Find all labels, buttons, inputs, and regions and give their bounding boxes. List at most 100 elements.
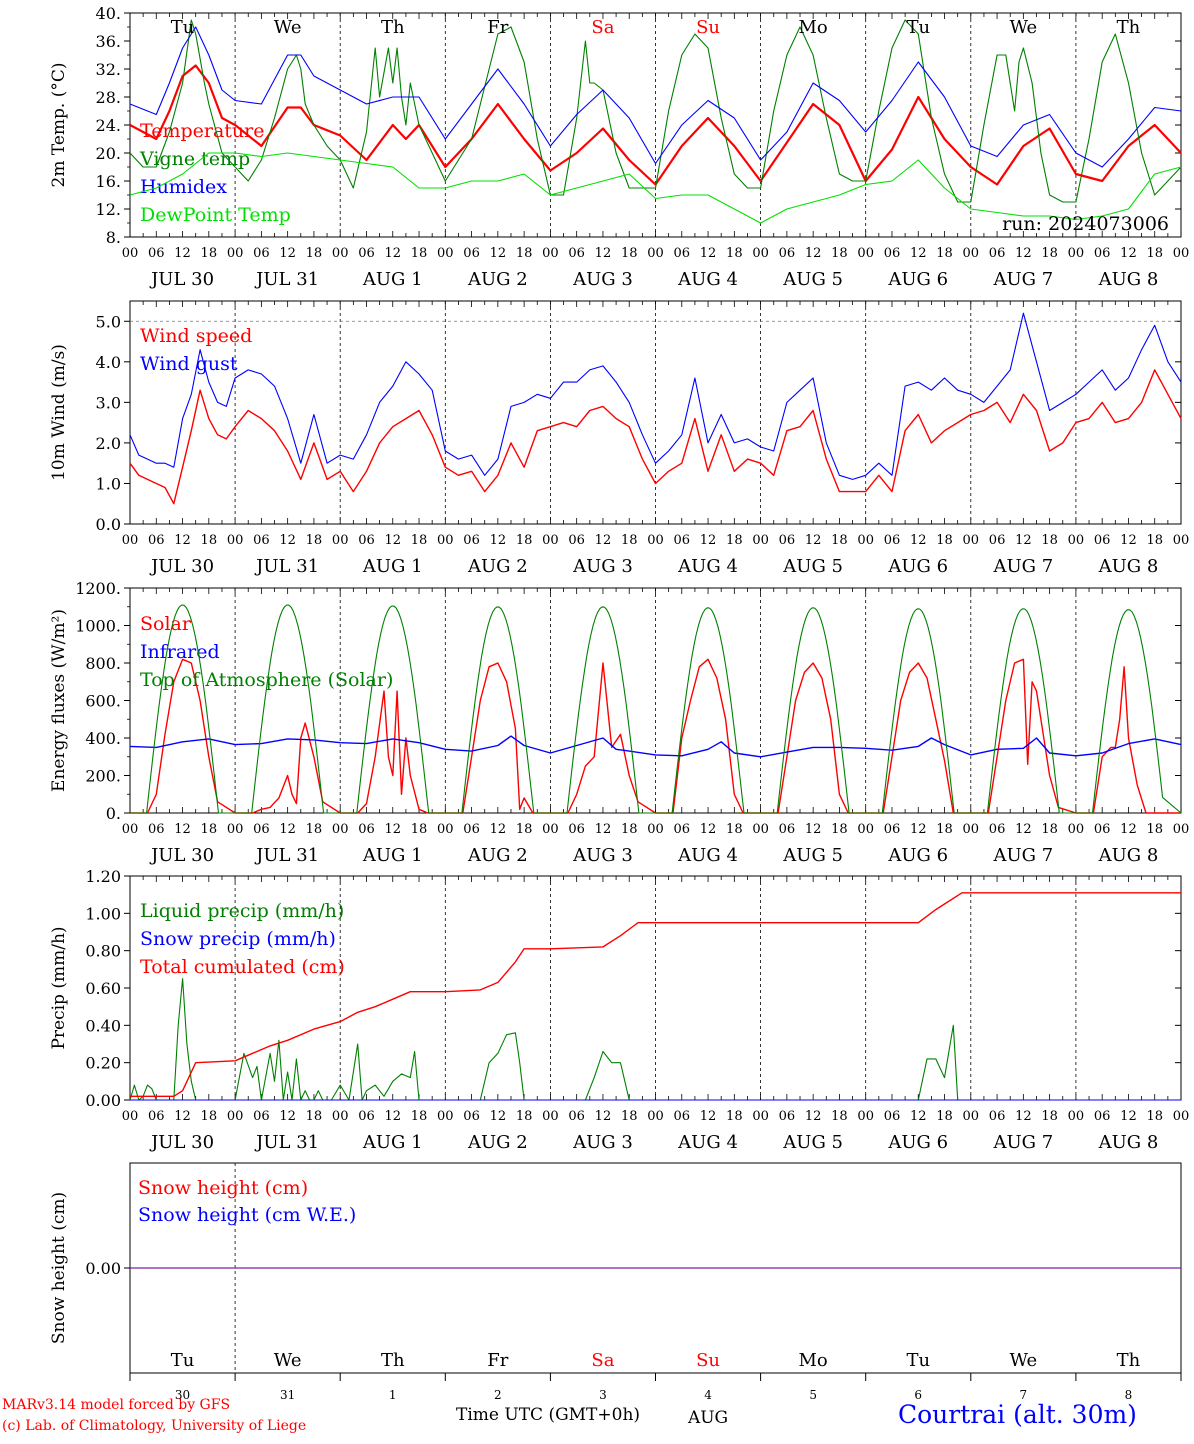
date-label: AUG 7 [992,556,1053,577]
hour-tick-label: 06 [779,1109,796,1124]
hour-tick-label: 00 [1173,533,1190,548]
hour-tick-label: 18 [306,246,323,261]
legend-entry: Humidex [140,176,227,198]
hour-tick-label: 06 [989,822,1006,837]
hour-tick-label: 00 [227,822,244,837]
y-tick-label: 1.0 [96,474,121,493]
hour-tick-label: 06 [253,822,270,837]
hour-tick-label: 00 [647,1109,664,1124]
hour-tick-label: 00 [437,246,454,261]
day-number: 6 [914,1388,922,1402]
hour-tick-label: 18 [1146,1109,1163,1124]
y-tick-label: 0.00 [85,1259,121,1278]
hour-tick-label: 12 [1120,246,1137,261]
hour-tick-label: 12 [384,822,401,837]
hour-tick-label: 18 [201,246,218,261]
hour-tick-label: 18 [411,822,428,837]
hour-tick-label: 18 [516,1109,533,1124]
hour-tick-label: 12 [700,246,717,261]
hour-tick-label: 12 [805,533,822,548]
hour-tick-label: 12 [805,246,822,261]
date-label: AUG 1 [362,556,423,577]
hour-tick-label: 06 [253,1109,270,1124]
hour-tick-label: 12 [805,822,822,837]
hour-tick-label: 12 [910,822,927,837]
legend-entry: DewPoint Temp [140,204,291,226]
date-label: AUG 1 [362,1132,423,1153]
hour-tick-label: 06 [674,533,691,548]
hour-tick-label: 18 [516,533,533,548]
date-label: AUG 6 [887,556,948,577]
hour-tick-label: 18 [411,1109,428,1124]
hour-tick-label: 00 [857,246,874,261]
y-tick-label: 0.40 [85,1016,121,1035]
panel-frame [129,587,1182,814]
legend-entry: Snow precip (mm/h) [140,928,336,950]
weekday-label: Fr [487,1350,508,1371]
hour-tick-label: 00 [437,533,454,548]
legend-entry: Wind speed [140,325,252,347]
hour-tick-label: 18 [621,533,638,548]
hour-tick-label: 12 [910,533,927,548]
hour-tick-label: 06 [568,1109,585,1124]
legend-entry: Wind gust [140,353,238,375]
hour-tick-label: 12 [595,246,612,261]
hour-tick-label: 12 [384,246,401,261]
legend-entry: Infrared [140,641,220,663]
hour-tick-label: 18 [411,533,428,548]
hour-tick-label: 12 [595,533,612,548]
hour-tick-label: 18 [726,533,743,548]
hour-tick-label: 18 [831,246,848,261]
series-line [129,312,1182,480]
date-label: AUG 6 [887,1132,948,1153]
hour-tick-label: 18 [201,822,218,837]
hour-tick-label: 18 [1146,533,1163,548]
hour-tick-label: 06 [148,1109,165,1124]
y-axis-label: 2m Temp. (°C) [49,62,69,187]
hour-tick-label: 00 [857,533,874,548]
hour-tick-label: 00 [1173,822,1190,837]
hour-tick-label: 00 [647,246,664,261]
hour-tick-label: 00 [752,822,769,837]
date-label: AUG 2 [467,845,528,866]
hour-tick-label: 18 [1146,822,1163,837]
y-axis-label: Precip (mm/h) [49,926,69,1049]
hour-tick-label: 00 [122,822,139,837]
hour-tick-label: 00 [332,533,349,548]
weekday-label: We [1010,1350,1038,1371]
hour-tick-label: 00 [542,822,559,837]
date-label: AUG 8 [1098,556,1159,577]
day-number: 8 [1125,1388,1133,1402]
y-tick-label: 2.0 [96,434,121,453]
hour-tick-label: 18 [1041,533,1058,548]
hour-tick-label: 06 [674,822,691,837]
hour-tick-label: 06 [989,533,1006,548]
weekday-label: Th [381,1350,405,1371]
date-label: AUG 4 [677,1132,738,1153]
day-number: 5 [809,1388,817,1402]
hour-tick-label: 12 [490,822,507,837]
y-tick-label: 0. [106,804,121,823]
hour-tick-label: 12 [279,246,296,261]
hour-tick-label: 06 [253,246,270,261]
date-label: JUL 30 [149,556,214,577]
weekday-label: Su [696,17,720,38]
hour-tick-label: 18 [1146,246,1163,261]
weekday-label: Mo [799,1350,828,1371]
hour-tick-label: 06 [989,246,1006,261]
hour-tick-label: 00 [122,1109,139,1124]
hour-tick-label: 18 [621,1109,638,1124]
hour-tick-label: 06 [358,533,375,548]
hour-tick-label: 12 [700,822,717,837]
hour-tick-label: 12 [700,533,717,548]
hour-tick-label: 06 [1094,533,1111,548]
legend-entry: Solar [140,613,192,635]
copyright-credit: (c) Lab. of Climatology, University of L… [2,1418,307,1434]
run-label: run: 2024073006 [1002,213,1169,235]
series-line [129,19,1182,203]
hour-tick-label: 18 [831,1109,848,1124]
hour-tick-label: 12 [1015,246,1032,261]
month-label: AUG [687,1408,728,1428]
hour-tick-label: 00 [963,533,980,548]
